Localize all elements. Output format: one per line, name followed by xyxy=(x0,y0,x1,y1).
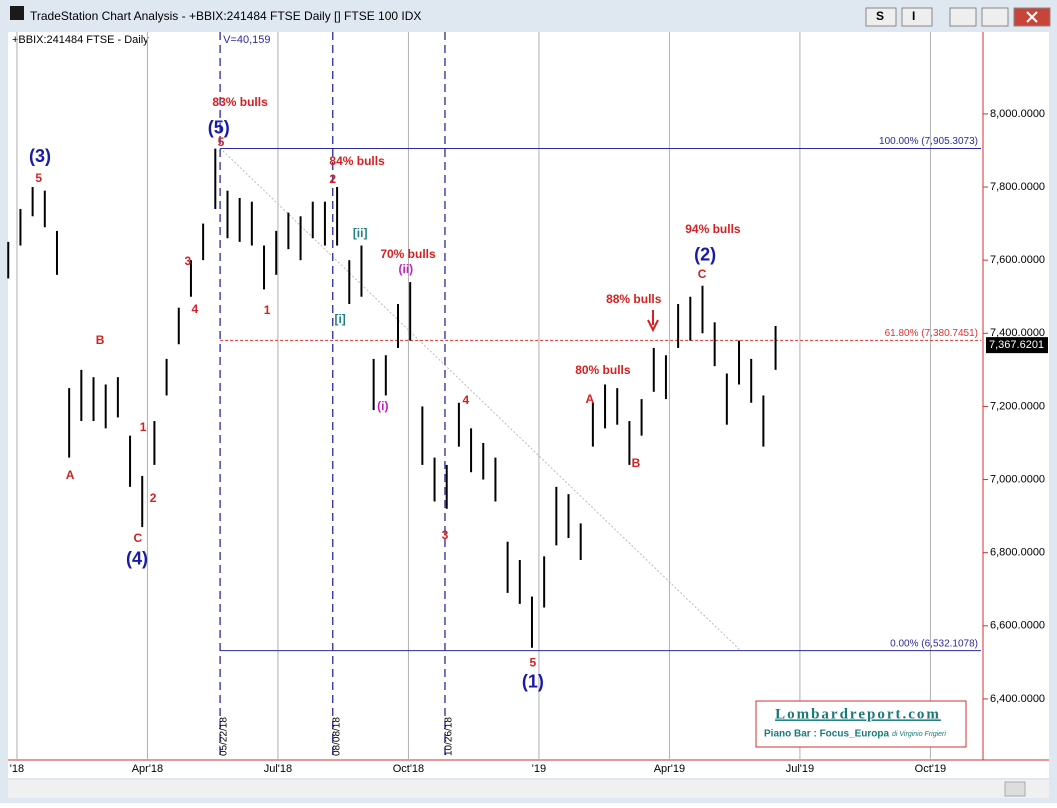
chart-area xyxy=(8,32,1049,778)
last-price-label: 7,367.6201 xyxy=(989,339,1044,351)
wave-label: C xyxy=(134,531,143,545)
wave-label: 70% bulls xyxy=(380,247,436,261)
x-tick-label: Jul'18 xyxy=(264,763,292,775)
vertical-marker-label: 10/26/18 xyxy=(444,717,455,756)
y-tick-label: 6,600.0000 xyxy=(990,620,1045,632)
y-tick-label: 7,000.0000 xyxy=(990,473,1045,485)
x-tick-label: Apr'18 xyxy=(132,763,163,775)
wave-label: 1 xyxy=(140,420,147,434)
y-tick-label: 8,000.0000 xyxy=(990,108,1045,120)
fib-level-label: 0.00% (6,532.1078) xyxy=(890,638,978,649)
wave-label: 2 xyxy=(150,491,157,505)
x-tick-label: Oct'18 xyxy=(393,763,424,775)
wave-label: (3) xyxy=(29,146,51,166)
wave-label: 5 xyxy=(35,171,42,185)
window-title: TradeStation Chart Analysis - +BBIX:2414… xyxy=(30,9,421,23)
app-icon xyxy=(10,6,24,20)
x-tick-label: '18 xyxy=(10,763,24,775)
symbol-label: +BBIX:241484 FTSE - Daily xyxy=(12,34,149,46)
y-tick-label: 7,400.0000 xyxy=(990,327,1045,339)
wave-label: 5 xyxy=(218,135,225,149)
close-icon[interactable] xyxy=(1026,11,1038,23)
last-price-box xyxy=(986,337,1048,354)
s-button-label[interactable]: S xyxy=(876,9,884,23)
scrollbar[interactable] xyxy=(8,780,1049,798)
arrow xyxy=(647,310,659,333)
x-tick-label: Oct'19 xyxy=(915,763,946,775)
y-tick-label: 6,800.0000 xyxy=(990,547,1045,559)
s-button[interactable] xyxy=(865,7,897,27)
wave-label: 84% bulls xyxy=(329,154,385,168)
wave-label: A xyxy=(585,392,594,406)
wave-label: C xyxy=(698,267,707,281)
y-tick-label: 7,200.0000 xyxy=(990,400,1045,412)
wave-label: 3 xyxy=(442,528,449,542)
x-tick-label: '19 xyxy=(532,763,546,775)
wave-label: 88% bulls xyxy=(606,292,662,306)
wave-label: (i) xyxy=(377,399,388,413)
wave-label: (ii) xyxy=(398,262,413,276)
wave-label: (5) xyxy=(208,118,230,138)
logo-line: Piano Bar : Focus_Europa xyxy=(764,729,889,740)
trend-line xyxy=(219,147,741,651)
wave-label: B xyxy=(96,333,105,347)
wave-label: 4 xyxy=(463,393,470,407)
vertical-marker-label: 05/22/18 xyxy=(219,717,230,756)
maximize-button[interactable] xyxy=(981,7,1009,27)
wave-label: 5 xyxy=(529,655,536,669)
wave-label: 80% bulls xyxy=(575,363,631,377)
wave-label: 2 xyxy=(329,172,336,186)
scroll-thumb[interactable] xyxy=(1004,781,1026,797)
fib-level-label: 61.80% (7,380.7451) xyxy=(885,328,978,339)
wave-label: (1) xyxy=(522,672,544,692)
x-tick-label: Apr'19 xyxy=(654,763,685,775)
y-tick-label: 7,600.0000 xyxy=(990,254,1045,266)
wave-label: B xyxy=(632,456,641,470)
wave-label: 1 xyxy=(264,303,271,317)
wave-label: 94% bulls xyxy=(685,222,741,236)
wave-label: 3 xyxy=(185,254,192,268)
fib-level-label: 100.00% (7,905.3073) xyxy=(879,136,978,147)
vertical-marker-label: 08/08/18 xyxy=(331,717,342,756)
x-tick-label: Jul'19 xyxy=(786,763,814,775)
y-tick-label: 6,400.0000 xyxy=(990,693,1045,705)
wave-label: A xyxy=(66,468,75,482)
y-tick-label: 7,800.0000 xyxy=(990,181,1045,193)
wave-label: [i] xyxy=(334,312,345,326)
logo-author: di Virginio Frigieri xyxy=(892,731,946,738)
wave-label: (4) xyxy=(126,549,148,569)
wave-label: 83% bulls xyxy=(212,95,268,109)
volume-label: V=40,159 xyxy=(223,34,270,46)
logo-box xyxy=(755,700,967,748)
i-button[interactable] xyxy=(901,7,933,27)
wave-label: 4 xyxy=(192,302,199,316)
i-button-label[interactable]: I xyxy=(912,9,915,23)
wave-label: [ii] xyxy=(353,226,368,240)
wave-label: (2) xyxy=(694,245,716,265)
minimize-button[interactable] xyxy=(949,7,977,27)
logo-site: Lombardreport.com xyxy=(775,706,941,722)
